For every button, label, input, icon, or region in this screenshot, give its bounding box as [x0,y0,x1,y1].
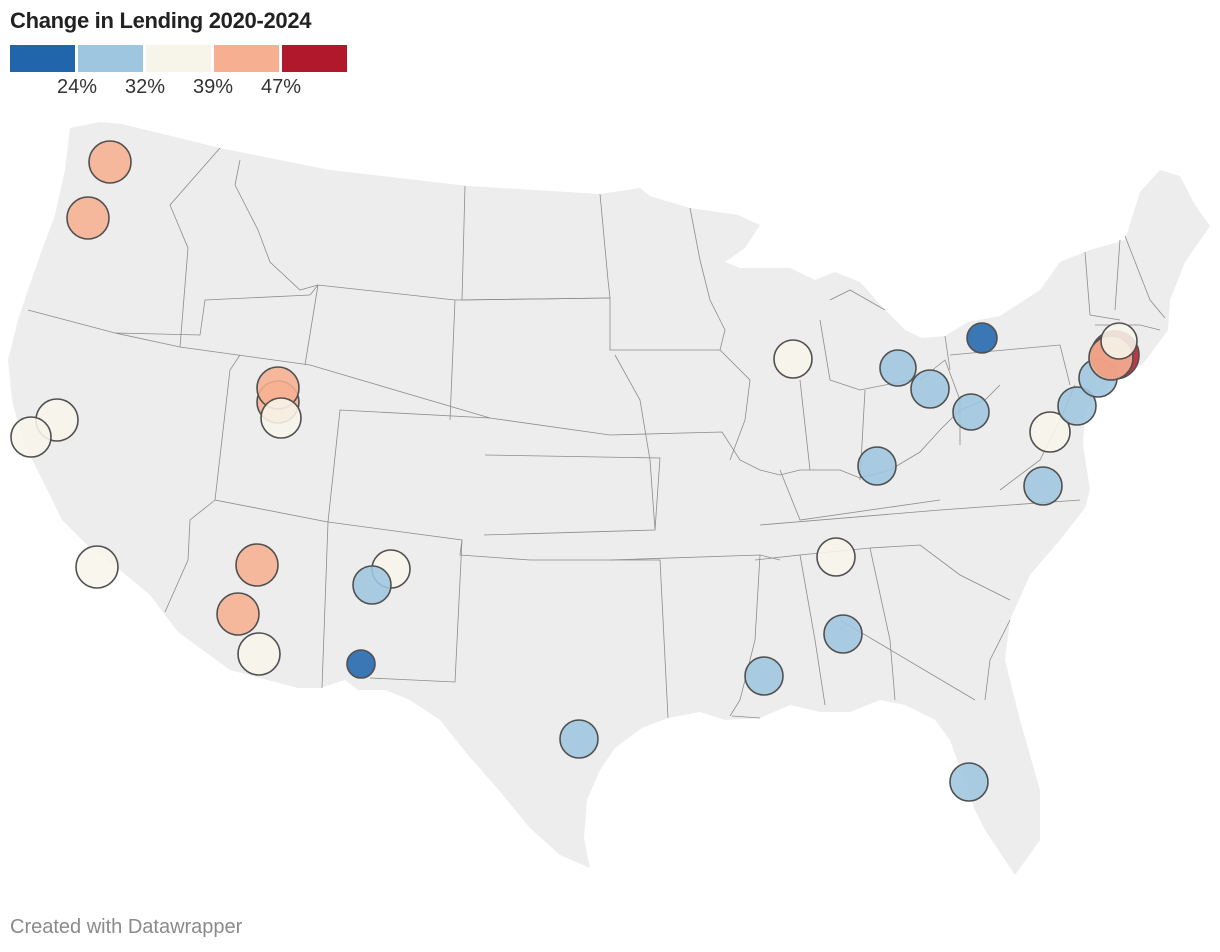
legend-swatch [78,45,143,72]
legend-swatch [282,45,347,72]
legend-label: 24% [56,76,98,98]
legend-swatch [146,45,211,72]
city-markers [10,140,1140,802]
city-marker-phoenix[interactable] [235,543,279,587]
city-marker-cincinnati[interactable] [857,446,897,486]
city-marker-washington-dc[interactable] [1029,411,1071,453]
city-marker-orlando[interactable] [949,762,989,802]
city-marker-los-angeles[interactable] [75,545,119,589]
city-marker-chicago[interactable] [773,339,813,379]
color-legend: 24% 32% 39% 47% [10,45,350,105]
us-land [8,122,1210,875]
city-marker-detroit[interactable] [879,349,917,387]
city-marker-hartford[interactable] [1100,322,1138,360]
legend-label: 47% [260,76,302,98]
state-borders [27,147,1166,719]
map-title: Change in Lending 2020-2024 [10,8,312,33]
city-marker-albuquerque[interactable] [352,565,392,605]
city-marker-seattle[interactable] [88,140,132,184]
city-marker-sierra-vista[interactable] [237,632,281,676]
city-marker-birmingham[interactable] [823,614,863,654]
credit-text: Created with Datawrapper [10,916,243,938]
legend-swatch [214,45,279,72]
legend-label: 39% [192,76,234,98]
city-marker-philadelphia[interactable] [1057,386,1097,426]
city-marker-jackson[interactable] [744,656,784,696]
city-marker-portland[interactable] [66,196,110,240]
legend-label: 32% [124,76,166,98]
city-marker-rochester[interactable] [966,322,998,354]
city-marker-san-antonio[interactable] [559,719,599,759]
city-marker-nashville[interactable] [816,537,856,577]
city-marker-san-francisco[interactable] [10,416,52,458]
city-marker-pittsburgh[interactable] [952,393,990,431]
city-marker-el-paso[interactable] [346,649,376,679]
city-marker-toledo[interactable] [910,369,950,409]
city-marker-tucson[interactable] [216,592,260,636]
city-marker-richmond[interactable] [1023,466,1063,506]
city-marker-provo[interactable] [260,397,302,439]
legend-swatch [10,45,75,72]
